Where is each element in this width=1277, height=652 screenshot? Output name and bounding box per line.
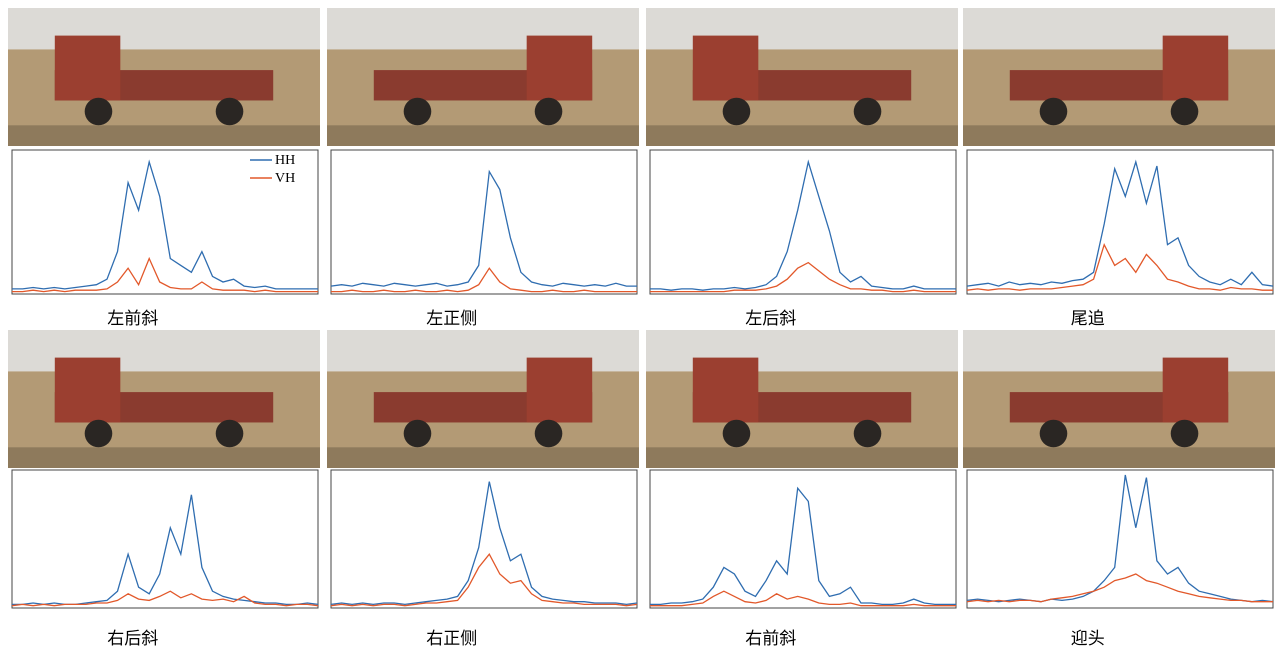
truck-cab <box>55 36 121 101</box>
truck-wheel <box>216 420 244 448</box>
chart-frame <box>12 150 318 294</box>
caption: 左前斜 <box>107 309 158 328</box>
photo-shadow <box>8 125 320 146</box>
truck-cab <box>693 36 759 101</box>
chart-frame <box>650 470 956 608</box>
truck-wheel <box>723 420 751 448</box>
truck-cab <box>1163 36 1229 101</box>
photo-shadow <box>327 447 639 468</box>
photo-shadow <box>963 447 1275 468</box>
truck-cab <box>1163 358 1229 423</box>
truck-wheel <box>723 98 751 126</box>
legend-label: HH <box>275 153 295 168</box>
truck-wheel <box>85 420 113 448</box>
truck-wheel <box>85 98 113 126</box>
truck-wheel <box>1040 420 1068 448</box>
photo <box>8 330 320 468</box>
truck-wheel <box>535 420 563 448</box>
truck-wheel <box>404 98 432 126</box>
caption: 左正侧 <box>426 309 477 328</box>
truck-wheel <box>854 98 882 126</box>
photo-shadow <box>963 125 1275 146</box>
chart-frame <box>967 470 1273 608</box>
caption: 迎头 <box>1071 629 1105 648</box>
chart-frame <box>331 470 637 608</box>
truck-wheel <box>1171 420 1199 448</box>
truck-wheel <box>1040 98 1068 126</box>
truck-wheel <box>535 98 563 126</box>
photo <box>963 330 1275 468</box>
caption: 左后斜 <box>745 309 796 328</box>
photo <box>646 330 958 468</box>
truck-wheel <box>216 98 244 126</box>
page: HHVH左前斜左正侧左后斜尾追右后斜右正侧右前斜迎头 (() => { cons… <box>0 0 1277 652</box>
truck-wheel <box>404 420 432 448</box>
photo <box>8 8 320 146</box>
truck-wheel <box>854 420 882 448</box>
photo-shadow <box>8 447 320 468</box>
caption: 右正侧 <box>426 629 477 648</box>
truck-wheel <box>1171 98 1199 126</box>
caption: 右前斜 <box>745 629 796 648</box>
truck-cab <box>527 36 593 101</box>
photo <box>327 8 639 146</box>
caption: 尾追 <box>1071 309 1105 328</box>
truck-cab <box>693 358 759 423</box>
photo <box>963 8 1275 146</box>
truck-cab <box>527 358 593 423</box>
caption: 右后斜 <box>107 629 158 648</box>
chart-frame <box>12 470 318 608</box>
photo-shadow <box>327 125 639 146</box>
chart-frame <box>967 150 1273 294</box>
figure: HH VH 左前斜 左正侧 左后斜 尾追右后斜 右正侧 右前斜 迎头 <box>0 0 1277 652</box>
photo <box>327 330 639 468</box>
photo-shadow <box>646 447 958 468</box>
chart-frame <box>650 150 956 294</box>
photo <box>646 8 958 146</box>
truck-cab <box>55 358 121 423</box>
photo-shadow <box>646 125 958 146</box>
legend-label: VH <box>275 171 295 186</box>
